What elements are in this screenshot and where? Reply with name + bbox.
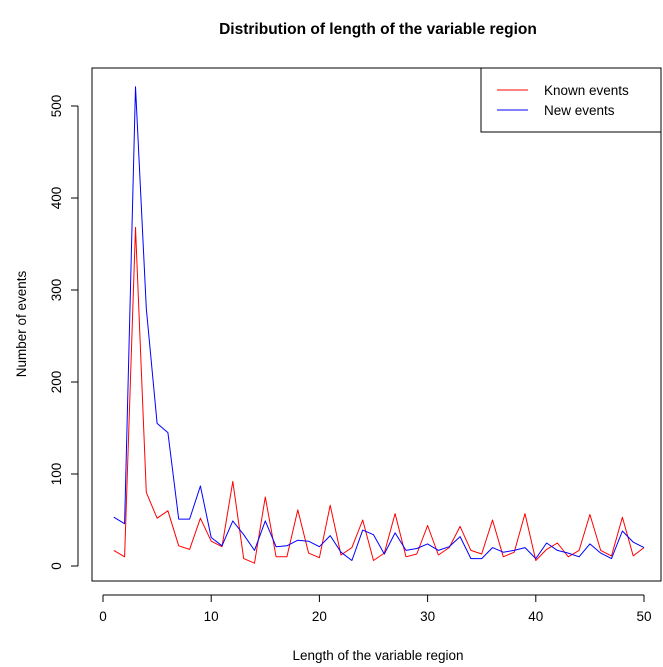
x-tick-label: 20: [312, 609, 327, 624]
y-tick-label: 300: [49, 279, 64, 302]
x-tick-label: 50: [636, 609, 651, 624]
chart-title: Distribution of length of the variable r…: [219, 21, 537, 38]
x-tick-label: 30: [420, 609, 435, 624]
x-tick-label: 10: [204, 609, 219, 624]
series-layer: [113, 86, 645, 564]
y-axis: 0 100 200 300 400 500: [49, 95, 79, 570]
x-axis: 0 10 20 30 40 50: [99, 594, 652, 624]
y-axis-label: Number of events: [14, 270, 29, 377]
x-tick-label: 0: [99, 609, 107, 624]
series-line-known-events: [113, 226, 645, 564]
x-tick-label: 40: [528, 609, 543, 624]
y-tick-label: 500: [49, 95, 64, 118]
legend-label: Known events: [544, 83, 629, 98]
y-tick-label: 200: [49, 371, 64, 394]
series-line-new-events: [113, 86, 645, 561]
legend: Known events New events: [480, 67, 662, 133]
plot-area-frame: [91, 67, 662, 582]
legend-box: [480, 67, 662, 133]
legend-label: New events: [544, 103, 615, 118]
y-tick-label: 100: [49, 463, 64, 486]
y-tick-label: 0: [49, 562, 64, 570]
y-tick-label: 400: [49, 187, 64, 210]
x-axis-label: Length of the variable region: [292, 648, 463, 663]
